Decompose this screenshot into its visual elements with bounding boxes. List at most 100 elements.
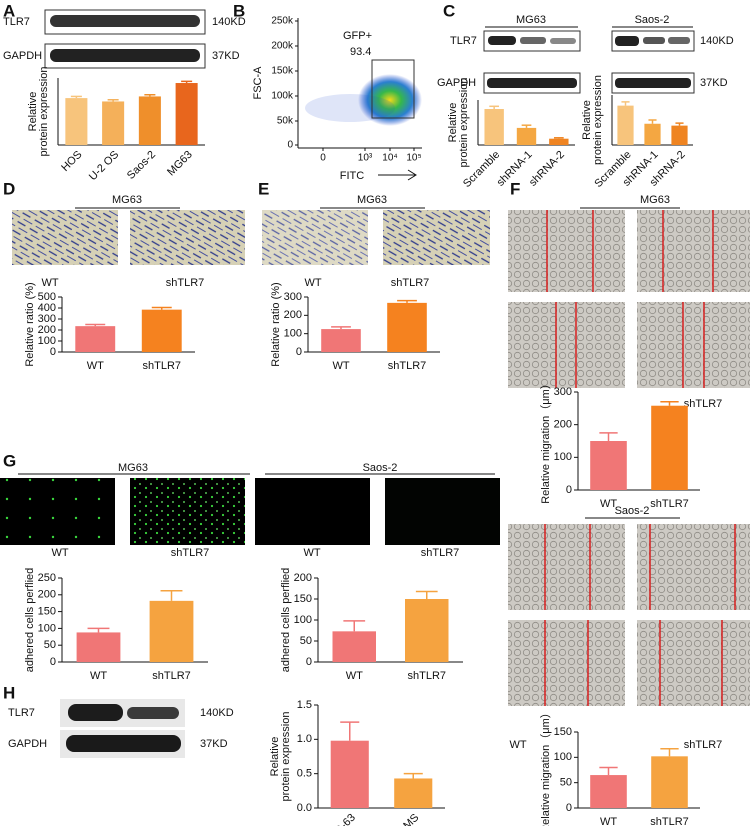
- label: WT: [509, 739, 526, 751]
- y-tick-label: 150: [554, 726, 572, 738]
- bar: [75, 326, 116, 352]
- band: [127, 707, 179, 719]
- y-tick-label: 50: [560, 777, 572, 789]
- y-tick-label: 150: [294, 593, 312, 605]
- y-tick-label: 0: [50, 656, 56, 668]
- image: [508, 620, 625, 706]
- x-tick-label: shTLR7: [152, 670, 191, 682]
- bar: [651, 405, 688, 490]
- label: shTLR7: [684, 398, 723, 410]
- label: Saos-2: [615, 505, 650, 517]
- gate-value: 93.4: [350, 46, 371, 58]
- bar: [102, 101, 125, 145]
- y-tick-label: 1.0: [297, 733, 312, 745]
- image: [0, 478, 115, 545]
- image: [508, 210, 625, 292]
- y-axis-label: Relative: [269, 737, 281, 777]
- y-tick-label: 0: [50, 346, 56, 358]
- image: [255, 478, 370, 545]
- label: WT: [303, 547, 320, 559]
- band: [615, 36, 639, 46]
- bar: [149, 600, 194, 662]
- label: Saos-2: [363, 462, 398, 474]
- axis-label: FITC: [340, 170, 364, 182]
- label: TLR7: [3, 16, 30, 28]
- bar: [590, 775, 627, 808]
- y-tick-label: 200: [554, 419, 572, 431]
- y-tick-label: 0: [296, 346, 302, 358]
- x-tick-label: WT: [90, 670, 107, 682]
- y-tick-label: 1.5: [297, 699, 312, 711]
- x-tick-label: shTLR7: [142, 360, 181, 372]
- band: [50, 15, 200, 27]
- bar: [332, 631, 376, 662]
- y-axis-label: Relative: [581, 100, 593, 140]
- y-tick-label: 0: [306, 656, 312, 668]
- band: [488, 36, 516, 45]
- image: [637, 524, 750, 610]
- x-tick-label: WT: [87, 360, 104, 372]
- arrow: [407, 169, 417, 181]
- panel-letter: H: [3, 683, 15, 702]
- x-tick-label: Saos-2: [125, 149, 158, 182]
- band: [550, 38, 576, 44]
- y-axis-label: Relative ratio (%): [24, 282, 36, 366]
- y-tick-label: 100: [294, 614, 312, 626]
- x-tick-label: MG63: [165, 149, 195, 179]
- bar: [671, 125, 688, 145]
- y-axis-label: Relative: [447, 103, 459, 143]
- y-axis-label: protein expression: [592, 75, 604, 165]
- bar: [141, 309, 182, 352]
- axis-label: FSC-A: [252, 66, 264, 100]
- x-tick-label: 10³: [358, 153, 373, 164]
- x-tick-label: WT: [332, 360, 349, 372]
- x-tick-label: shTLR7: [407, 670, 446, 682]
- x-tick-label: 10⁴: [382, 153, 397, 164]
- label: shTLR7: [166, 277, 205, 289]
- label: 37KD: [200, 738, 228, 750]
- x-tick-label: U-2 OS: [87, 149, 121, 183]
- y-tick-label: 150: [38, 606, 56, 618]
- panel-letter: D: [3, 179, 15, 198]
- x-tick-label: MG-63: [326, 812, 358, 826]
- y-tick-label: 100: [38, 335, 56, 347]
- band: [643, 37, 665, 44]
- image: [637, 302, 750, 388]
- image: [383, 210, 490, 265]
- y-axis-label: Relative migration（μm）: [539, 707, 552, 826]
- x-tick-label: shRNA-2: [527, 149, 567, 189]
- x-tick-label: HOS: [59, 149, 84, 174]
- y-tick-label: 200: [294, 572, 312, 584]
- label: TLR7: [8, 707, 35, 719]
- y-tick-label: 300: [284, 291, 302, 303]
- y-axis-label: Relative migration（μm）: [539, 378, 552, 504]
- bar: [651, 756, 688, 808]
- y-tick-label: 0.5: [297, 768, 312, 780]
- band: [615, 78, 691, 88]
- y-tick-label: 250k: [271, 16, 294, 27]
- y-tick-label: 100: [554, 451, 572, 463]
- panel-letter: G: [3, 451, 16, 470]
- label: shTLR7: [684, 739, 723, 751]
- y-tick-label: 300: [554, 386, 572, 398]
- bar: [644, 123, 661, 145]
- y-axis-label: Relative: [27, 92, 39, 132]
- band: [66, 735, 181, 752]
- y-tick-label: 500: [38, 291, 56, 303]
- group-title: Saos-2: [635, 14, 670, 26]
- decor: [0, 9, 750, 758]
- label: MG63: [357, 194, 387, 206]
- label: shTLR7: [421, 547, 460, 559]
- image: [130, 478, 245, 545]
- label: WT: [41, 277, 58, 289]
- label: 140KD: [700, 35, 734, 47]
- y-tick-label: 200: [284, 309, 302, 321]
- x-tick-label: shTLR7: [388, 360, 427, 372]
- y-axis-label: adhered cells perflied: [24, 568, 36, 673]
- y-tick-label: 200k: [271, 41, 294, 52]
- bar: [175, 83, 198, 145]
- y-tick-label: 100: [38, 622, 56, 634]
- x-tick-label: WT: [600, 816, 617, 826]
- y-tick-label: 300: [38, 313, 56, 325]
- bar: [387, 302, 427, 352]
